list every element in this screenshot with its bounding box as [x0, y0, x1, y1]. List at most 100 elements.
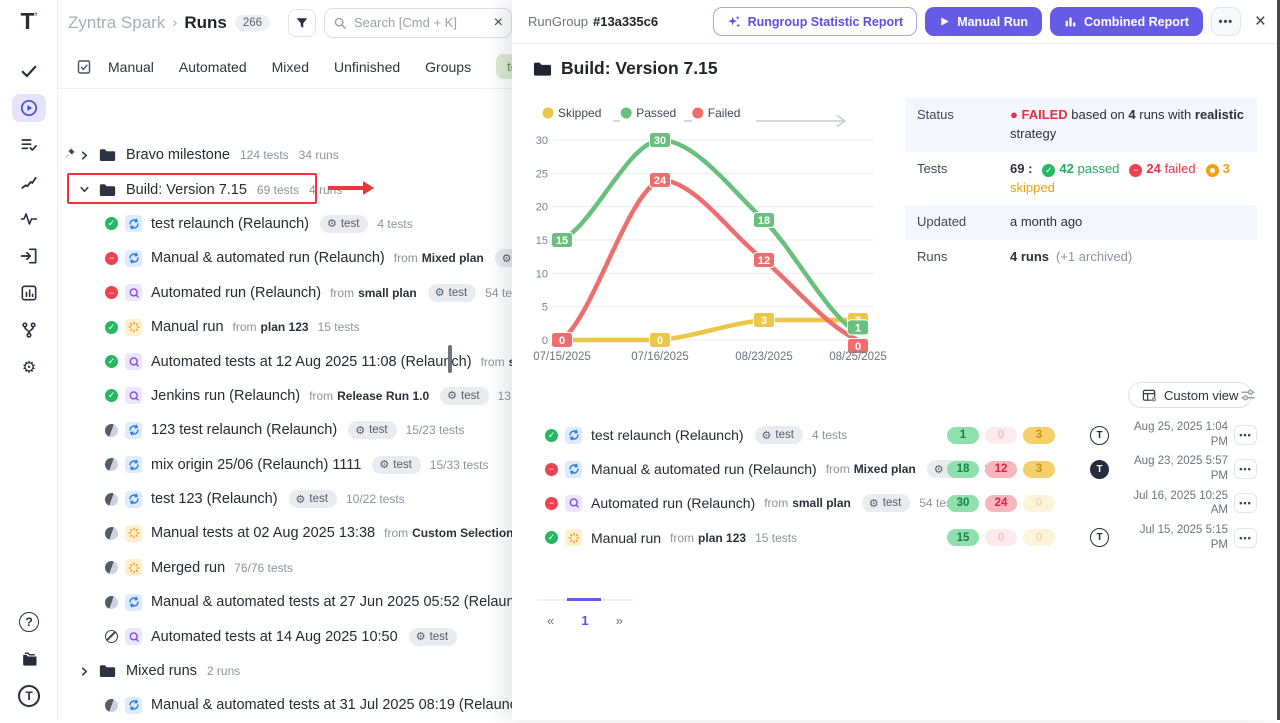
tab-manual[interactable]: Manual: [108, 58, 154, 75]
run-tag-label: test: [429, 630, 449, 643]
tree-run-row[interactable]: Merged run 76/76 tests: [58, 551, 658, 585]
tree-run-row[interactable]: Automated tests at 14 Aug 2025 10:50 ⚙ tes…: [58, 619, 658, 653]
sidebar-item-logo-circle[interactable]: T: [12, 682, 46, 710]
row-more-button[interactable]: •••: [1234, 459, 1257, 480]
run-test-count: 15/33 tests: [429, 457, 489, 472]
folder-meta: 69 tests: [256, 182, 299, 197]
run-name: test relaunch (Relaunch): [591, 427, 744, 444]
sidebar-item-report-box[interactable]: [12, 279, 46, 307]
tree-run-row[interactable]: mix origin 25/06 (Relaunch) 1111 ⚙ test 15/…: [58, 448, 658, 482]
svg-text:5: 5: [542, 302, 548, 314]
combined-report-button[interactable]: Combined Report: [1050, 7, 1203, 36]
sidebar-item-runs-play[interactable]: [12, 94, 46, 122]
run-tag-badge: ⚙test: [754, 426, 803, 445]
pagination-page-1[interactable]: 1: [581, 613, 589, 628]
statistic-report-button[interactable]: Rungroup Statistic Report: [712, 7, 918, 36]
row-more-button[interactable]: •••: [1234, 425, 1257, 446]
summary-value: 69 : ✓ 42 passed −24 failed 3 skipped: [1010, 160, 1245, 198]
search-input[interactable]: [354, 15, 474, 30]
run-name: Merged run: [151, 559, 226, 576]
gear-icon: ⚙: [447, 390, 458, 403]
run-status-partial-icon: [105, 526, 118, 540]
run-type-automated-icon: [565, 494, 582, 512]
summary-text-segment: passed: [1073, 160, 1120, 176]
assignee-avatar: T: [1090, 459, 1109, 479]
mini-failed-icon: −: [1129, 163, 1143, 177]
folder-icon: [99, 183, 116, 197]
breadcrumb-separator: ›: [172, 14, 178, 31]
tree-run-row[interactable]: 123 test relaunch (Relaunch) ⚙ test 15/23 t…: [58, 413, 658, 447]
run-tag-label: test: [461, 389, 480, 402]
sidebar-item-list-check[interactable]: [12, 131, 46, 159]
manual-run-button[interactable]: Manual Run: [925, 7, 1043, 36]
tree-folder-row[interactable]: Bravo milestone 124 tests 34 runs: [58, 138, 658, 172]
run-tag-label: test: [448, 286, 468, 299]
tab-mixed[interactable]: Mixed: [271, 58, 309, 75]
run-status-passed-icon: ✓: [545, 531, 558, 545]
folder-name: Build: Version 7.15: [126, 181, 247, 198]
skipped-count-badge: 0: [1023, 494, 1055, 512]
row-more-button[interactable]: •••: [1234, 493, 1257, 514]
run-name: Manual & automated run (Relaunch): [591, 461, 817, 478]
sidebar-item-check[interactable]: [12, 57, 46, 85]
pagination-next[interactable]: »: [615, 613, 623, 628]
tab-groups[interactable]: Groups: [425, 58, 472, 75]
breadcrumb-project[interactable]: Zyntra Spark: [68, 12, 166, 32]
sidebar-item-projects-folder[interactable]: [12, 645, 46, 673]
search-clear-icon[interactable]: ×: [493, 13, 503, 31]
tree-run-row[interactable]: test 123 (Relaunch) ⚙ test 10/22 tests: [58, 482, 658, 516]
chevron-down-icon[interactable]: [79, 184, 91, 195]
more-actions-button[interactable]: •••: [1210, 7, 1241, 36]
tree-run-row[interactable]: ✓ test relaunch (Relaunch) ⚙ test 4 tests: [58, 207, 658, 241]
svg-text:08/23/2025: 08/23/2025: [735, 351, 793, 363]
bulk-edit-icon[interactable]: [76, 59, 92, 75]
run-tag-badge: ⚙test: [348, 421, 397, 440]
pagination-indicator: [537, 598, 633, 601]
window-scrollbar[interactable]: [1277, 0, 1280, 720]
filter-button[interactable]: [288, 8, 316, 37]
skipped-count-badge: 0: [1023, 529, 1055, 547]
chevron-right-icon[interactable]: [79, 150, 91, 161]
run-name: Automated tests at 14 Aug 2025 10:50: [151, 628, 398, 645]
chevron-right-icon[interactable]: [79, 666, 91, 677]
runs-list-panel: Zyntra Spark › Runs 266 × Manual Automate…: [58, 0, 627, 720]
tab-unfinished[interactable]: Unfinished: [334, 58, 401, 75]
custom-view-button[interactable]: ⚙ Custom view: [1128, 382, 1253, 408]
pagination-prev[interactable]: «: [547, 613, 555, 628]
sidebar-item-branch[interactable]: [12, 316, 46, 344]
row-more-button[interactable]: •••: [1234, 527, 1257, 548]
run-name: test 123 (Relaunch): [151, 491, 278, 508]
svg-text:Failed: Failed: [708, 106, 741, 120]
tree-folder-row[interactable]: Mixed runs 2 runs: [58, 654, 658, 688]
search-box[interactable]: ×: [324, 7, 512, 38]
tab-automated[interactable]: Automated: [178, 58, 247, 75]
rungroup-run-row[interactable]: ✓ Manual run from plan 123 15 tests 15 0 0 T Jul …: [512, 521, 1280, 555]
run-test-count: 10/22 tests: [345, 492, 405, 507]
summary-text-segment: based on: [1067, 107, 1129, 122]
gear-icon: ⚙: [868, 497, 879, 510]
run-type-relaunch-icon: [125, 490, 142, 508]
sidebar-item-import[interactable]: [12, 242, 46, 270]
tree-run-row[interactable]: − Automated run (Relaunch) from small plan ⚙…: [58, 276, 658, 310]
svg-text:0: 0: [855, 341, 861, 353]
rungroup-run-row[interactable]: − Automated run (Relaunch) from small plan ⚙…: [512, 486, 1280, 520]
left-panel-scrollbar[interactable]: [448, 345, 452, 373]
breadcrumb-section[interactable]: Runs: [184, 12, 227, 32]
close-panel-icon[interactable]: ×: [1254, 10, 1266, 32]
summary-text-segment: 4: [1128, 107, 1136, 122]
report-box-icon: [21, 285, 37, 301]
run-name: Automated tests at 12 Aug 2025 11:08 (Re…: [151, 353, 472, 370]
rungroup-run-row[interactable]: ✓ test relaunch (Relaunch) ⚙ test 4 tests 1 0 3…: [512, 418, 1280, 452]
tree-run-row[interactable]: ✓ Manual run from plan 123 15 tests: [58, 310, 658, 344]
run-type-automated-icon: [125, 353, 142, 371]
rungroup-run-row[interactable]: − Manual & automated run (Relaunch) from Mi…: [512, 452, 1280, 486]
sidebar-item-gear[interactable]: ⚙: [12, 353, 46, 381]
svg-text:0: 0: [657, 335, 663, 347]
svg-text:Skipped: Skipped: [558, 106, 601, 120]
run-name: Manual tests at 02 Aug 2025 13:38: [151, 525, 376, 542]
sidebar-item-help[interactable]: ?: [12, 608, 46, 636]
failed-count-badge: 24: [985, 494, 1017, 512]
sidebar-item-steps[interactable]: [12, 168, 46, 196]
sidebar-item-pulse[interactable]: [12, 205, 46, 233]
display-settings-icon[interactable]: [1240, 387, 1256, 403]
